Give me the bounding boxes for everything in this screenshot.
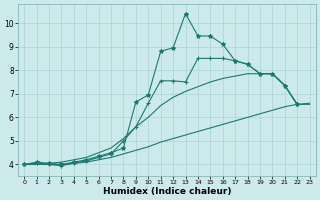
X-axis label: Humidex (Indice chaleur): Humidex (Indice chaleur) [103,187,231,196]
